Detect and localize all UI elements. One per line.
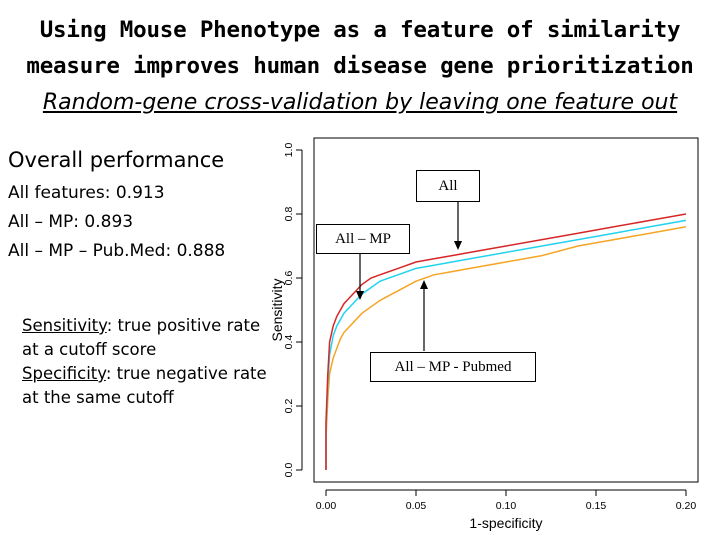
sensitivity-definition: : true positive rate at a cutoff score <box>22 316 261 359</box>
performance-all-minus-mp-pubmed: All – MP – Pub.Med: 0.888 <box>8 241 226 261</box>
definitions: Sensitivity: true positive rate at a cut… <box>22 314 272 410</box>
callout-all-minus-mp: All – MP <box>316 224 410 254</box>
y-tick-label: 0.6 <box>283 271 295 286</box>
y-tick-label: 0.0 <box>283 463 295 478</box>
slide-subtitle: Random-gene cross-validation by leaving … <box>42 90 678 115</box>
callout-all: All <box>416 170 480 202</box>
performance-all-minus-mp: All – MP: 0.893 <box>8 212 134 232</box>
slide-title-line-1: Using Mouse Phenotype as a feature of si… <box>39 17 681 43</box>
sensitivity-term: Sensitivity <box>22 316 107 335</box>
performance-heading: Overall performance <box>8 148 225 172</box>
specificity-term: Specificity <box>22 364 106 383</box>
arrowhead-all <box>454 241 462 250</box>
specificity-definition: : true negative rate at the same cutoff <box>22 364 267 407</box>
roc-series-line-1 <box>325 213 687 470</box>
performance-all-features: All features: 0.913 <box>8 183 165 203</box>
arrowhead-all-mp-pubmed <box>420 280 428 289</box>
y-tick-label: 0.2 <box>283 399 295 414</box>
y-tick-label: 0.8 <box>283 207 295 222</box>
x-tick-label: 0.15 <box>586 500 607 512</box>
callout-all-minus-mp-pubmed: All – MP - Pubmed <box>370 352 536 382</box>
y-tick-label: 0.4 <box>283 335 295 350</box>
x-tick-label: 0.05 <box>406 500 427 512</box>
roc-series-line-3 <box>325 226 687 470</box>
x-tick-label: 0.20 <box>676 500 697 512</box>
x-tick-label: 0.10 <box>496 500 517 512</box>
x-tick-label: 0.00 <box>316 500 337 512</box>
x-axis-label: 1-specificity <box>469 515 542 531</box>
y-axis-label: Sensitivity <box>269 278 285 341</box>
slide-title-line-2: measure improves human disease gene prio… <box>26 53 694 79</box>
arrowhead-all-mp <box>356 291 364 300</box>
roc-series-line-2 <box>325 219 687 470</box>
plot-frame <box>313 137 699 483</box>
y-tick-label: 1.0 <box>283 143 295 158</box>
